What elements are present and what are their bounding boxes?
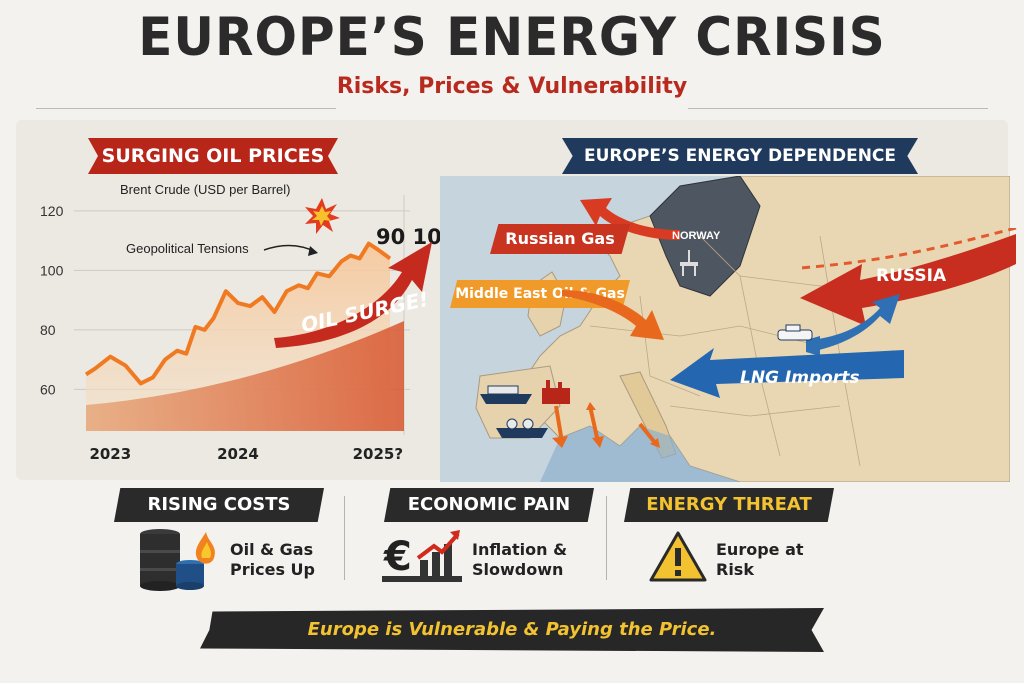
svg-text:€: € bbox=[383, 534, 412, 580]
card-text-economic-pain: Inflation & Slowdown bbox=[472, 540, 567, 580]
chart-line-layer bbox=[84, 241, 392, 386]
tanker-ship-icon bbox=[496, 418, 548, 438]
chart-area-fill bbox=[86, 243, 404, 431]
lng-imports-label: LNG Imports bbox=[740, 368, 860, 388]
russia-supply-arrow-icon bbox=[799, 228, 1017, 326]
x-tick-label: 2024 bbox=[217, 445, 259, 463]
x-tick-label: 2023 bbox=[89, 445, 131, 463]
russian-gas-label: Russian Gas bbox=[490, 224, 630, 254]
norway-label: NORWAY bbox=[672, 230, 721, 242]
card-text-rising-costs: Oil & Gas Prices Up bbox=[230, 540, 315, 580]
x-tick-label: 2025? bbox=[353, 445, 403, 463]
cargo-ship-icon bbox=[480, 385, 532, 404]
card-text-energy-threat: Europe at Risk bbox=[716, 540, 804, 580]
energy-dependence-banner: EUROPE’S ENERGY DEPENDENCE bbox=[562, 138, 918, 174]
card-title-economic-pain: ECONOMIC PAIN bbox=[384, 488, 594, 522]
card-text-line: Oil & Gas bbox=[230, 540, 314, 559]
card-text-line: Prices Up bbox=[230, 560, 315, 579]
lng-upper-arrow-icon bbox=[806, 294, 900, 356]
y-tick-label: 100 bbox=[40, 262, 64, 278]
trend-base-area bbox=[86, 321, 404, 431]
card-text-line: Inflation & bbox=[472, 540, 568, 559]
mediterranean-sea bbox=[540, 426, 740, 482]
warning-icon bbox=[649, 531, 707, 582]
page-subtitle: Risks, Prices & Vulnerability bbox=[336, 74, 688, 99]
page-title: EUROPE’S ENERGY CRISIS bbox=[138, 6, 886, 68]
brent-price-line bbox=[84, 241, 392, 386]
annotation-arrow-icon bbox=[263, 244, 318, 256]
card-title-energy-threat: ENERGY THREAT bbox=[624, 488, 834, 522]
title-rule-right bbox=[688, 108, 988, 109]
y-tick-label: 80 bbox=[40, 322, 56, 338]
x-axis-ticks: 2023 2024 2025? bbox=[89, 445, 403, 463]
title-rule-left bbox=[36, 108, 336, 109]
euro-chart-icon: € bbox=[382, 530, 462, 582]
oil-barrel-fire-icon bbox=[140, 529, 215, 591]
y-tick-label: 120 bbox=[40, 203, 64, 219]
gas-platform-icon bbox=[680, 250, 698, 276]
europe-map bbox=[440, 176, 1010, 482]
oil-prices-banner: SURGING OIL PRICES bbox=[88, 138, 338, 174]
footer-message: Europe is Vulnerable & Paying the Price. bbox=[200, 608, 824, 652]
russia-label: RUSSIA bbox=[876, 266, 947, 286]
oil-surge-arrow-icon bbox=[274, 242, 432, 348]
supply-route-arrows-icon bbox=[552, 402, 604, 448]
y-tick-label: 60 bbox=[40, 381, 56, 397]
card-text-line: Europe at bbox=[716, 540, 804, 559]
lng-tanker-icon bbox=[777, 324, 813, 341]
card-text-line: Risk bbox=[716, 560, 754, 579]
geopolitical-annotation: Geopolitical Tensions bbox=[126, 241, 249, 256]
middle-east-arrow-icon bbox=[562, 290, 664, 340]
oil-price-chart: 60 80 100 120 2023 2024 2025? bbox=[40, 195, 410, 463]
card-divider-2 bbox=[606, 496, 607, 580]
explosion-icon bbox=[305, 198, 340, 234]
card-divider-1 bbox=[344, 496, 345, 580]
card-title-rising-costs: RISING COSTS bbox=[114, 488, 324, 522]
y-axis-ticks: 60 80 100 120 bbox=[40, 203, 64, 397]
card-text-line: Slowdown bbox=[472, 560, 564, 579]
lng-imports-arrow-icon bbox=[670, 348, 904, 398]
refinery-icon bbox=[542, 380, 570, 404]
russian-gas-arrow-icon bbox=[580, 198, 680, 240]
norway-landmass bbox=[649, 176, 761, 297]
italy-supply-arrow-icon bbox=[638, 422, 660, 448]
chart-subtitle: Brent Crude (USD per Barrel) bbox=[120, 182, 291, 197]
